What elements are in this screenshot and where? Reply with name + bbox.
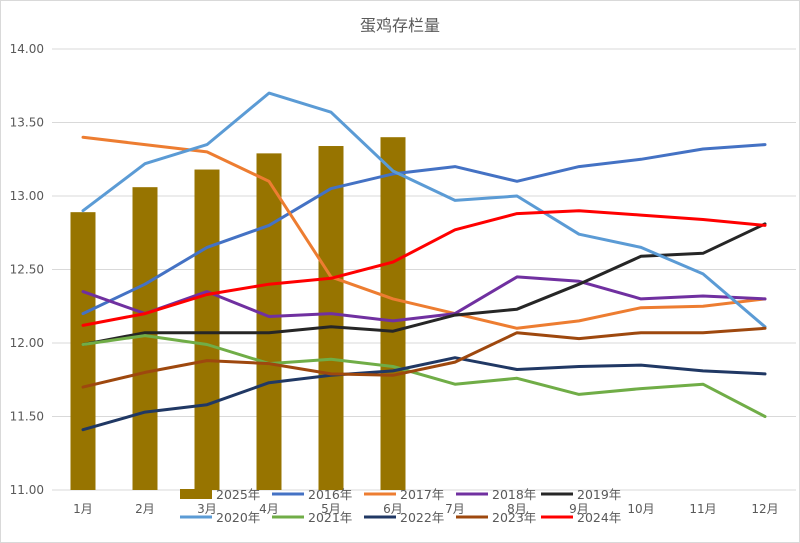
series-line — [81, 356, 767, 432]
series-line — [81, 326, 767, 389]
bar — [256, 153, 282, 490]
x-tick-label: 3月 — [197, 502, 217, 516]
x-tick-label: 6月 — [383, 502, 403, 516]
legend-label: 2016年 — [308, 487, 352, 502]
y-tick-label: 11.50 — [10, 410, 44, 424]
series-line — [81, 135, 767, 330]
gridlines — [52, 48, 796, 491]
legend-label: 2025年 — [216, 487, 260, 502]
series-line — [81, 143, 767, 316]
chart-title: 蛋鸡存栏量 — [359, 16, 440, 35]
legend-label: 2021年 — [308, 510, 352, 525]
x-tick-label: 8月 — [507, 502, 527, 516]
x-tick-label: 11月 — [689, 502, 716, 516]
y-tick-label: 12.50 — [10, 263, 44, 277]
x-tick-label: 12月 — [751, 502, 778, 516]
legend-label: 2020年 — [216, 510, 260, 525]
y-tick-label: 13.00 — [10, 189, 44, 203]
legend-label: 2017年 — [400, 487, 444, 502]
legend-label: 2024年 — [577, 510, 621, 525]
line-series — [81, 91, 767, 432]
y-tick-label: 14.00 — [10, 42, 44, 56]
x-tick-label: 9月 — [569, 502, 589, 516]
series-line — [81, 209, 767, 327]
series-line — [81, 334, 767, 418]
series-line — [81, 275, 767, 323]
bar — [380, 137, 406, 490]
bar — [132, 187, 158, 490]
x-tick-label: 10月 — [627, 502, 654, 516]
series-line — [81, 91, 767, 329]
bar — [318, 146, 344, 490]
x-tick-label: 4月 — [259, 502, 279, 516]
y-tick-label: 12.00 — [10, 336, 44, 350]
bar — [194, 169, 220, 491]
axis-labels: 11.00 11.50 12.00 12.50 13.00 13.50 14.00 1月 2月 3… — [10, 42, 779, 516]
legend-swatch — [180, 489, 212, 499]
y-tick-label: 13.50 — [10, 116, 44, 130]
series-line — [81, 222, 767, 346]
legend: 2025年 2016年 2017年 2018年 2019年 2020年 2021年 2022年… — [180, 487, 621, 525]
legend-label: 2023年 — [492, 510, 536, 525]
y-tick-label: 11.00 — [10, 483, 44, 497]
x-tick-label: 7月 — [445, 502, 465, 516]
legend-label: 2019年 — [577, 487, 621, 502]
x-tick-label: 1月 — [73, 502, 93, 516]
bar-series — [70, 137, 406, 491]
x-tick-label: 5月 — [321, 502, 341, 516]
bar — [70, 212, 96, 491]
legend-label: 2022年 — [400, 510, 444, 525]
legend-label: 2018年 — [492, 487, 536, 502]
x-tick-label: 2月 — [135, 502, 155, 516]
